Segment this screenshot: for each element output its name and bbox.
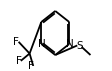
Text: N: N <box>38 39 46 49</box>
Text: S: S <box>76 41 83 51</box>
Text: F: F <box>13 37 19 47</box>
Text: N: N <box>66 39 74 49</box>
Text: F: F <box>28 61 34 71</box>
Text: F: F <box>16 56 22 66</box>
